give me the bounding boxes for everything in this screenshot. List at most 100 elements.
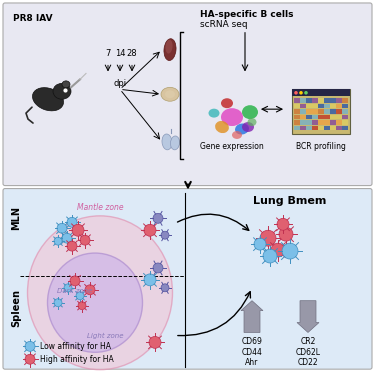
Bar (300, 104, 306, 108)
Bar (306, 104, 312, 108)
Ellipse shape (165, 40, 172, 54)
Bar (318, 120, 324, 124)
Ellipse shape (161, 87, 179, 101)
Text: PR8 IAV: PR8 IAV (13, 14, 53, 23)
Circle shape (149, 336, 161, 348)
Bar (312, 115, 318, 119)
Bar (342, 120, 348, 124)
Text: CD69
CD44
Ahr: CD69 CD44 Ahr (242, 338, 262, 367)
Bar (300, 126, 306, 130)
Bar (324, 126, 330, 130)
Bar (312, 109, 318, 114)
Circle shape (80, 235, 90, 245)
Ellipse shape (33, 88, 63, 111)
Bar (300, 120, 306, 124)
Circle shape (57, 223, 67, 233)
Bar (330, 104, 336, 108)
Circle shape (153, 213, 163, 223)
Circle shape (263, 249, 277, 263)
Bar (312, 98, 318, 103)
Circle shape (54, 237, 62, 245)
Text: Light zone: Light zone (87, 333, 123, 339)
Bar (330, 120, 336, 124)
Text: HA-specific B cells: HA-specific B cells (200, 10, 294, 19)
Circle shape (260, 230, 276, 246)
Circle shape (54, 299, 62, 307)
Ellipse shape (164, 39, 176, 60)
Bar (300, 115, 306, 119)
Circle shape (25, 354, 35, 364)
Bar (336, 115, 342, 119)
Bar (336, 104, 342, 108)
Text: Dark zone: Dark zone (57, 288, 93, 294)
Ellipse shape (209, 109, 219, 118)
Bar (294, 115, 300, 119)
Bar (294, 104, 300, 108)
Text: dpi: dpi (113, 80, 126, 88)
Circle shape (299, 91, 303, 94)
Bar (318, 115, 324, 119)
Text: Spleen: Spleen (11, 289, 21, 327)
Bar (312, 126, 318, 130)
Ellipse shape (171, 136, 180, 150)
Text: BCR profiling: BCR profiling (296, 142, 346, 151)
Circle shape (161, 231, 169, 239)
Ellipse shape (165, 90, 175, 98)
Circle shape (282, 243, 298, 259)
Ellipse shape (162, 134, 172, 150)
Bar (294, 126, 300, 130)
Text: 14: 14 (115, 48, 125, 57)
Circle shape (294, 91, 298, 94)
Circle shape (25, 341, 35, 351)
Ellipse shape (62, 81, 70, 88)
Text: MLN: MLN (11, 206, 21, 230)
Circle shape (161, 284, 169, 292)
Circle shape (271, 243, 285, 257)
Bar (336, 98, 342, 103)
FancyBboxPatch shape (3, 3, 372, 186)
Circle shape (144, 274, 156, 286)
Text: 28: 28 (127, 48, 137, 57)
Circle shape (64, 284, 72, 292)
FancyArrow shape (297, 301, 319, 333)
Bar (294, 120, 300, 124)
Bar (330, 98, 336, 103)
Circle shape (144, 224, 156, 236)
Circle shape (153, 263, 163, 273)
Ellipse shape (221, 108, 243, 126)
Bar (324, 115, 330, 119)
Text: 7: 7 (105, 48, 111, 57)
Bar (324, 104, 330, 108)
Bar (294, 109, 300, 114)
Text: scRNA seq: scRNA seq (200, 20, 248, 29)
Bar (330, 115, 336, 119)
Bar (318, 104, 324, 108)
Circle shape (85, 285, 95, 295)
Bar (318, 109, 324, 114)
Ellipse shape (53, 83, 71, 99)
Bar (324, 120, 330, 124)
Circle shape (254, 238, 266, 250)
Bar (342, 109, 348, 114)
Bar (292, 89, 350, 96)
Text: Low affinity for HA: Low affinity for HA (40, 342, 111, 351)
Circle shape (279, 227, 293, 241)
Circle shape (76, 292, 84, 300)
Bar (294, 98, 300, 103)
Text: CR2
CD62L
CD22: CR2 CD62L CD22 (296, 338, 321, 367)
Ellipse shape (235, 123, 249, 135)
Circle shape (78, 302, 86, 310)
Bar (336, 109, 342, 114)
Bar (342, 126, 348, 130)
Bar (300, 109, 306, 114)
Ellipse shape (215, 121, 229, 133)
Bar (306, 115, 312, 119)
Bar (312, 104, 318, 108)
Bar (318, 98, 324, 103)
Bar (342, 98, 348, 103)
Text: Mantle zone: Mantle zone (76, 204, 123, 213)
FancyBboxPatch shape (3, 189, 372, 369)
Ellipse shape (242, 122, 254, 132)
Circle shape (277, 218, 289, 230)
Bar (306, 98, 312, 103)
